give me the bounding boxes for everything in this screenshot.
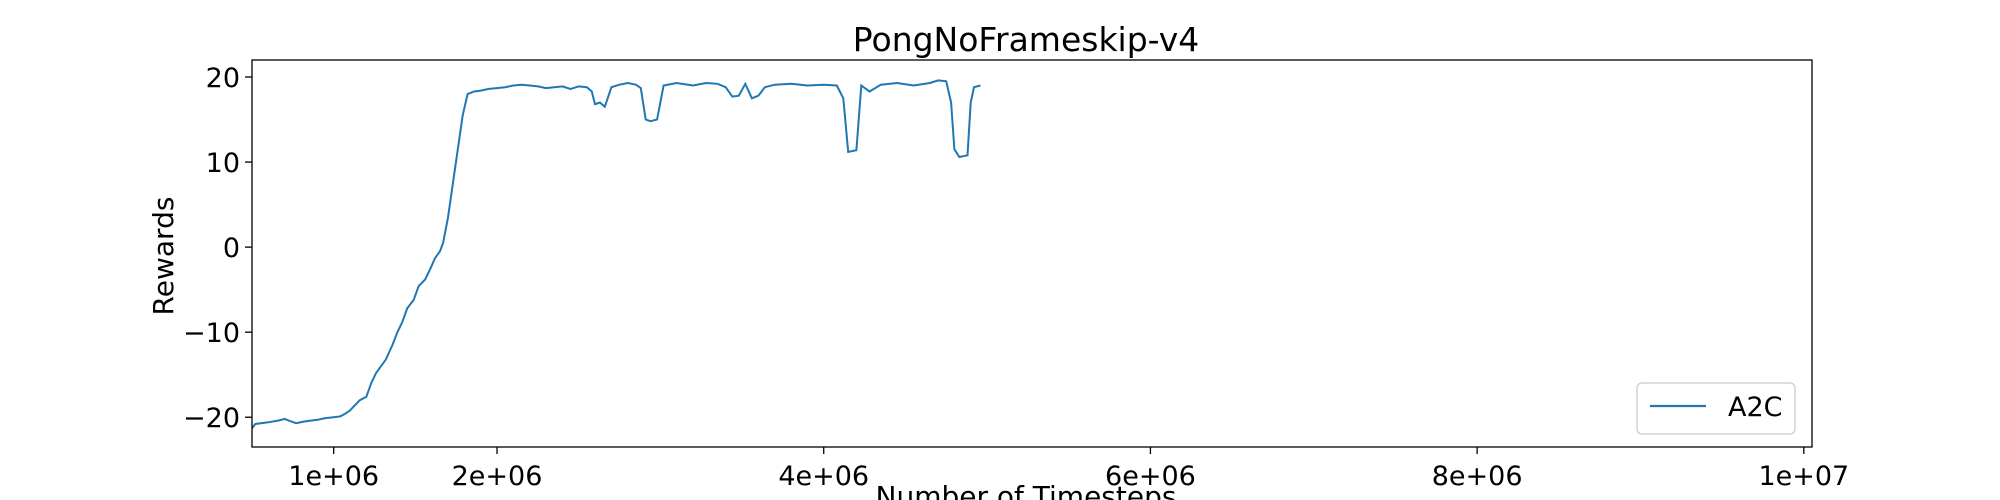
x-tick-label: 8e+06 (1432, 461, 1523, 492)
y-tick-label: 10 (206, 148, 240, 179)
legend: A2C (1636, 382, 1796, 435)
legend-box (1636, 382, 1796, 435)
series-line-a2c (252, 79, 981, 429)
x-tick-label: 1e+06 (288, 461, 379, 492)
y-tick-label: −10 (183, 318, 240, 349)
x-axis-ticks: 1e+06 2e+06 4e+06 6e+06 8e+06 1e+07 (288, 447, 1849, 492)
x-tick-label: 6e+06 (1105, 461, 1196, 492)
y-axis-label: Rewards (147, 197, 180, 316)
legend-label-a2c: A2C (1728, 392, 1783, 423)
x-tick-label: 1e+07 (1758, 461, 1849, 492)
x-tick-label: 4e+06 (778, 461, 869, 492)
x-tick-label: 2e+06 (452, 461, 543, 492)
y-axis-ticks: 20 10 0 −10 −20 (183, 63, 252, 434)
plot-frame (251, 59, 1813, 448)
y-tick-label: 0 (223, 233, 240, 264)
x-axis-label: Number of Timesteps (876, 480, 1177, 500)
y-tick-label: 20 (206, 63, 240, 94)
chart-title: PongNoFrameskip-v4 (853, 20, 1199, 59)
y-tick-label: −20 (183, 403, 240, 434)
